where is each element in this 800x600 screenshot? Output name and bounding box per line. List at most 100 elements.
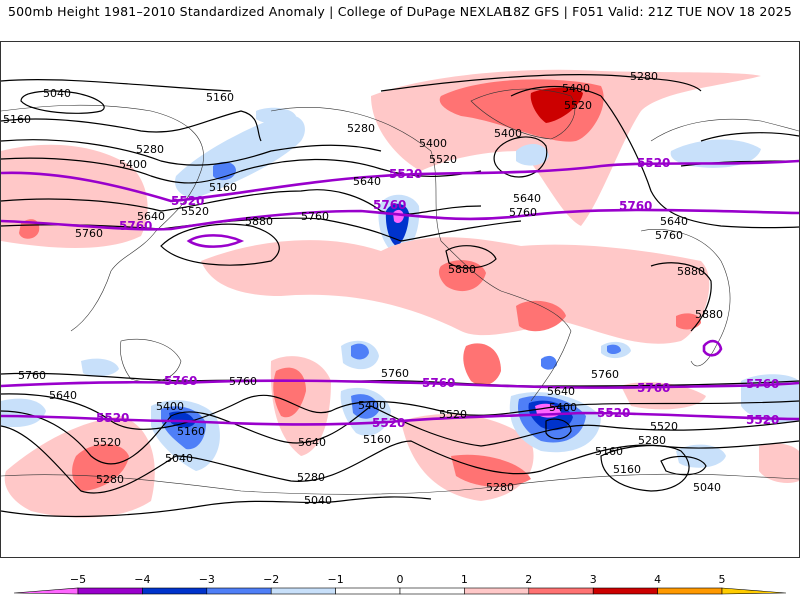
contour-label: 5760: [75, 227, 103, 240]
contour-5880-africa: [650, 262, 712, 332]
contour-sh-5040: [1, 496, 432, 518]
purple-contour-5760-nh: [1, 208, 799, 231]
contour-label: 5400: [156, 400, 184, 413]
anomaly-positive-8: [516, 300, 566, 332]
highlighted-label: 5520: [389, 167, 422, 181]
anomaly-positive-6: [201, 237, 710, 344]
colorbar-tick-label: 2: [525, 573, 532, 586]
highlighted-label: 5520: [637, 156, 670, 170]
anomaly-negative-14: [81, 358, 119, 377]
anomaly-positive-17: [621, 382, 706, 410]
contour-label: 5640: [353, 175, 381, 188]
anomaly-positive-16: [463, 343, 501, 386]
chart-title: 500mb Height 1981–2010 Standardized Anom…: [8, 4, 512, 19]
anomaly-negative-1: [175, 115, 305, 198]
contour-label: 5880: [448, 263, 476, 276]
highlighted-label: 5520: [746, 413, 779, 427]
contour-label: 5280: [96, 473, 124, 486]
coastlines: [1, 88, 799, 495]
contour-label: 5760: [591, 368, 619, 381]
colorbar-tick-label: 5: [719, 573, 726, 586]
map-panel: 5040 5160 5160 5280 5400 5160 5520 5640 …: [0, 41, 800, 558]
anomaly-negative-12: [607, 344, 621, 354]
coast-australia: [120, 338, 182, 383]
highlighted-label: 5760: [619, 199, 652, 213]
contour-label: 5520: [93, 436, 121, 449]
contour-label: 5880: [677, 265, 705, 278]
contour-label: 5160: [363, 433, 391, 446]
contour-label: 5400: [119, 158, 147, 171]
anomaly-positive-9: [676, 313, 701, 330]
contour-label: 5760: [229, 375, 257, 388]
anomaly-negative-10: [351, 343, 369, 360]
contour-label: 5400: [562, 82, 590, 95]
contour-sh-5400: [1, 405, 799, 465]
coast-greenland: [470, 88, 576, 140]
contour-5040-siberia: [20, 90, 105, 114]
highlighted-contour-labels: 5520 5760 5520 5760 5520 5760 5760 5520 …: [96, 156, 779, 430]
contour-label: 5160: [177, 425, 205, 438]
contour-label: 5160: [209, 181, 237, 194]
contour-sh-5160-atlantic: [600, 444, 690, 492]
colorbar-bin: [270, 587, 336, 595]
anomaly-negative-2: [213, 161, 236, 181]
colorbar-tick-label: −4: [134, 573, 150, 586]
contour-label: 5640: [547, 385, 575, 398]
contour-label: 5760: [301, 210, 329, 223]
contour-label: 5280: [486, 481, 514, 494]
purple-contour-5760-sh: [1, 379, 799, 389]
contour-label: 5040: [165, 452, 193, 465]
contour-label: 5640: [513, 192, 541, 205]
contour-label: 5640: [660, 215, 688, 228]
colorbar-tick-label: −1: [327, 573, 343, 586]
contour-label: 5520: [564, 99, 592, 112]
contour-label: 5400: [494, 127, 522, 140]
highlighted-label: 5760: [373, 198, 406, 212]
coast-antarctica: [1, 473, 799, 495]
anomaly-negative-4: [516, 144, 549, 166]
highlighted-label: 5520: [171, 194, 204, 208]
contour-label: 5280: [347, 122, 375, 135]
contour-5880-caribbean: [445, 245, 497, 269]
model-run-info: 18Z GFS | F051 Valid: 21Z TUE NOV 18 202…: [504, 4, 792, 19]
contour-label: 5040: [43, 87, 71, 100]
contour-label: 5280: [297, 471, 325, 484]
colorbar-bin: [657, 587, 723, 595]
contour-label: 5520: [181, 205, 209, 218]
highlighted-label: 5760: [119, 219, 152, 233]
anomaly-negative-17: [169, 411, 195, 428]
contour-label: 5040: [304, 494, 332, 507]
colorbar-bin: [77, 587, 143, 595]
contour-europe-2: [700, 132, 799, 142]
contour-label: 5040: [693, 481, 721, 494]
anomaly-positive-18: [759, 443, 799, 483]
highlighted-label: 5760: [422, 376, 455, 390]
purple-contour-africa: [702, 339, 723, 357]
coast-south-america: [500, 290, 572, 402]
colorbar-bin: [206, 587, 272, 595]
colorbar-tick-label: 4: [654, 573, 661, 586]
contour-label: 5400: [549, 401, 577, 414]
contour-label: 5280: [136, 143, 164, 156]
colorbar-tick-label: 3: [590, 573, 597, 586]
contour-5520-hudson: [493, 136, 548, 178]
contour-label: 5280: [630, 70, 658, 83]
coast-africa: [640, 229, 731, 367]
colorbar-bin: [142, 587, 208, 595]
contour-label: 5160: [595, 445, 623, 458]
contour-label: 5520: [650, 420, 678, 433]
contour-sh-5040-indian: [660, 455, 707, 476]
colorbar-tick-label: 0: [397, 573, 404, 586]
purple-contour-5880-pacific: [186, 234, 245, 248]
contour-sh-low: [545, 418, 572, 440]
contour-label: 5880: [245, 215, 273, 228]
highlighted-label: 5760: [746, 377, 779, 391]
colorbar-bin: [464, 587, 530, 595]
colorbar-bin: [399, 587, 465, 595]
anomaly-positive-5: [530, 87, 583, 123]
contour-label: 5640: [137, 210, 165, 223]
colorbar-bin: [592, 587, 658, 595]
colorbar-tick-label: 1: [461, 573, 468, 586]
purple-contour-5520-nh: [1, 159, 799, 203]
contour-5760: [1, 217, 522, 242]
